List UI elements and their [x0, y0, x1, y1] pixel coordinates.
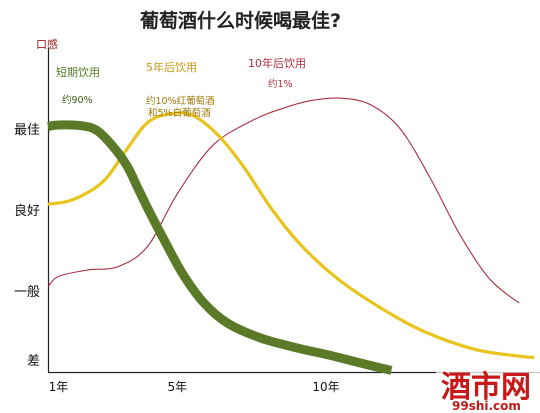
watermark-url: 99shi.com — [452, 399, 521, 413]
series-name-label: 5年后饮用 — [146, 60, 197, 74]
series-note: 约10%红葡萄酒和5%白葡萄酒 — [146, 95, 215, 119]
y-tick-label: 最佳 — [14, 123, 40, 138]
y-tick-label: 差 — [27, 354, 40, 369]
series-line — [47, 97, 520, 304]
x-tick-label: 1年 — [49, 380, 69, 394]
series-note: 约90% — [62, 94, 93, 106]
x-tick-labels: 1年 5年 10年 — [49, 380, 340, 394]
series-lines — [47, 97, 535, 375]
chart-title: 葡萄酒什么时候喝最佳? — [140, 9, 341, 32]
series-line — [47, 120, 393, 375]
y-tick-label: 一般 — [14, 284, 40, 300]
y-tick-label: 良好 — [14, 203, 40, 219]
series-note: 约1% — [268, 78, 293, 90]
series-name-label: 10年后饮用 — [248, 56, 306, 70]
y-axis-label: 口感 — [36, 38, 58, 51]
series-name-label: 短期饮用 — [56, 65, 100, 79]
x-tick-label: 5年 — [167, 380, 187, 394]
watermark-logo: 酒市网 — [441, 370, 531, 405]
watermark: 酒市网 99shi.com — [436, 368, 540, 413]
x-tick-label: 10年 — [312, 380, 339, 394]
watermark-backdrop — [436, 368, 540, 413]
